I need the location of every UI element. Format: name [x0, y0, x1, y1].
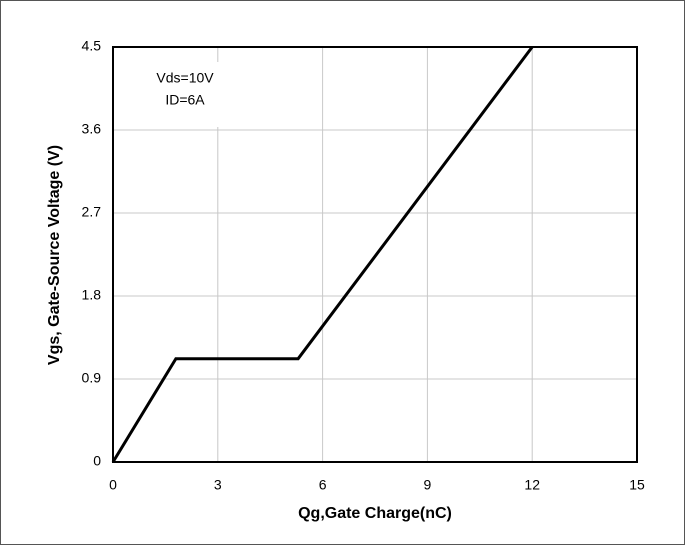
y-tick-label: 2.7: [82, 204, 102, 220]
plot-frame: [112, 46, 638, 463]
x-tick-label: 15: [629, 477, 645, 493]
data-line: [111, 46, 534, 463]
y-tick-label: 3.6: [82, 121, 102, 137]
annotation: Vds=10V: [156, 70, 214, 86]
x-axis-label: Qg,Gate Charge(nC): [298, 505, 452, 522]
annotation-box: [130, 62, 245, 127]
x-tick-label: 12: [524, 477, 540, 493]
y-tick-label: 1.8: [82, 287, 102, 303]
y-tick-label: 4.5: [82, 38, 102, 54]
y-axis-label: Vgs, Gate-Source Voltage (V): [46, 145, 63, 365]
x-tick-label: 3: [214, 477, 222, 493]
x-tick-label: 0: [109, 477, 117, 493]
y-tick-label: 0: [93, 453, 101, 469]
annotation: ID=6A: [165, 92, 205, 108]
x-tick-label: 9: [424, 477, 432, 493]
y-tick-label: 0.9: [82, 370, 102, 386]
x-tick-label: 6: [319, 477, 327, 493]
